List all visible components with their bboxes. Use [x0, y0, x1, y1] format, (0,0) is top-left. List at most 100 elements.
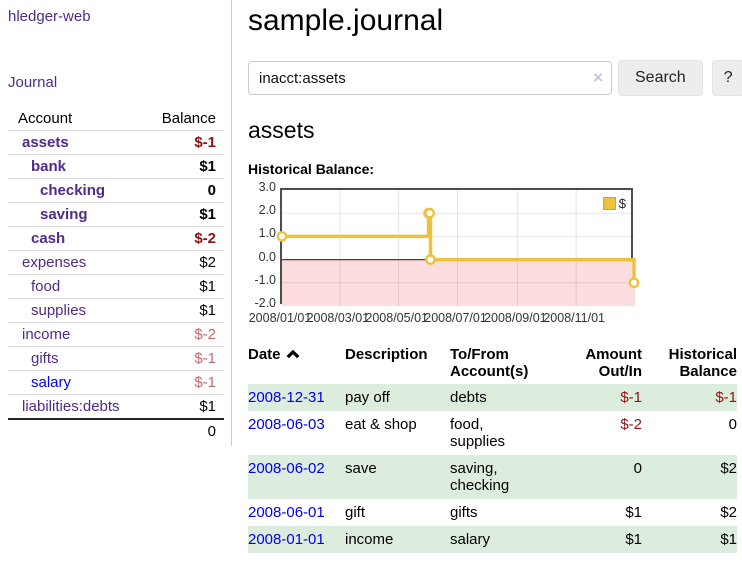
transaction-date-link[interactable]: 2008-06-02	[248, 460, 325, 477]
journal-link[interactable]: Journal	[8, 74, 58, 91]
register-balance-cell: $1	[642, 526, 737, 553]
register-accounts-cell: food, supplies	[450, 416, 506, 450]
register-row: 2008-06-01 gift gifts $1 $2	[248, 499, 737, 526]
account-name-cell: saving	[8, 202, 140, 227]
x-axis-tick-label: 2008/05/01	[365, 311, 428, 325]
chart-canvas	[276, 190, 640, 306]
x-axis-tick-label: 2008/01/01	[248, 311, 312, 325]
register-date-cell: 2008-12-31	[248, 384, 345, 411]
account-row: food $1	[8, 274, 224, 299]
register-amount-cell: $-2	[620, 416, 642, 433]
sort-ascending-icon	[286, 349, 300, 359]
register-row: 2008-06-03 eat & shop food, supplies $-2 0	[248, 411, 737, 455]
account-name-cell: gifts	[8, 346, 140, 371]
page-title: sample.journal	[248, 4, 444, 37]
account-row: salary $-1	[8, 370, 224, 395]
x-axis-tick-label: 2008/07/01	[424, 311, 487, 325]
account-link-gifts[interactable]: gifts	[31, 350, 59, 367]
account-balance: $-2	[139, 226, 224, 251]
register-amount-cell: $-1	[552, 384, 642, 411]
account-link-food[interactable]: food	[31, 278, 61, 295]
register-balance-cell: $2	[720, 504, 737, 521]
x-axis-tick-label: 2008/03/01	[306, 311, 370, 325]
account-name-cell: expenses	[8, 250, 140, 275]
register-header-row: Date Description To/From Account(s) Amou…	[248, 344, 737, 384]
register-row: 2008-01-01 income salary $1 $1	[248, 526, 737, 553]
register-accounts-cell: debts	[450, 384, 552, 411]
register-amount-cell: $1	[552, 526, 642, 553]
accounts-header-account: Account	[18, 110, 73, 127]
account-link-assets[interactable]: assets	[22, 134, 69, 151]
y-axis-tick-label: 1.0	[258, 226, 276, 241]
search-button[interactable]: Search	[618, 60, 703, 96]
register-balance-cell: 0	[728, 416, 737, 433]
register-header-amount: Amount Out/In	[585, 346, 642, 380]
account-link-checking[interactable]: checking	[40, 182, 106, 199]
app-layout: hledger-web Journal Account Balance asse…	[8, 0, 742, 553]
search-input[interactable]	[248, 61, 612, 95]
y-axis-tick-label: -2.0	[254, 296, 276, 310]
legend-label: $	[618, 196, 626, 211]
chart-title: Historical Balance:	[248, 161, 375, 177]
account-balance: $2	[139, 250, 224, 275]
account-row: saving $1	[8, 202, 224, 227]
account-balance: $1	[139, 298, 224, 323]
register-balance-cell: $2	[642, 455, 737, 499]
y-axis-tick-label: -1.0	[254, 272, 276, 287]
register-date-cell: 2008-01-01	[248, 526, 345, 553]
register-accounts-cell: gifts	[450, 504, 478, 521]
account-name-cell: checking	[8, 178, 140, 203]
account-balance: $1	[139, 274, 224, 299]
search-box: ×	[248, 61, 612, 95]
transaction-date-link[interactable]: 2008-06-01	[248, 504, 325, 521]
brand-link[interactable]: hledger-web	[8, 8, 91, 25]
account-link-expenses[interactable]: expenses	[22, 254, 87, 271]
y-axis-tick-label: 0.0	[258, 249, 276, 264]
register-header-description: Description	[345, 346, 428, 363]
account-name-cell: assets	[8, 130, 140, 155]
account-link-saving[interactable]: saving	[40, 206, 88, 223]
account-balance: $-1	[139, 130, 224, 155]
account-link-bank[interactable]: bank	[31, 158, 67, 175]
search-form: × Search ?	[248, 60, 742, 96]
register-description-cell: eat & shop	[345, 416, 417, 433]
account-balance: $1	[139, 394, 224, 419]
account-row: assets $-1	[8, 130, 224, 155]
register-balance-cell: $-1	[642, 384, 737, 411]
account-link-cash[interactable]: cash	[31, 230, 66, 247]
brand: hledger-web	[8, 8, 231, 26]
register-accounts-cell: salary	[450, 526, 552, 553]
account-link-salary[interactable]: salary	[31, 374, 72, 391]
account-balance: $1	[139, 154, 224, 179]
account-link-liabilities-debts[interactable]: liabilities:debts	[22, 398, 120, 415]
journal-nav: Journal	[8, 74, 231, 92]
transaction-date-link[interactable]: 2008-12-31	[248, 389, 325, 406]
account-name-cell: food	[8, 274, 140, 299]
historical-balance-chart: $ 3.0 2.0 1.0 0.0 -1.0 -2.0 2008/01/01 2008/03/…	[248, 180, 698, 330]
x-axis-tick-label: 2008/11/01	[543, 311, 605, 325]
account-row: income $-2	[8, 322, 224, 347]
register-header-date[interactable]: Date	[248, 344, 345, 384]
account-row: bank $1	[8, 154, 224, 179]
main-content: sample.journal × Search ? assets Histori…	[232, 0, 742, 553]
account-link-income[interactable]: income	[22, 326, 71, 343]
transaction-date-link[interactable]: 2008-06-03	[248, 416, 325, 433]
clear-search-icon[interactable]: ×	[593, 68, 603, 87]
help-button[interactable]: ?	[711, 60, 742, 96]
register-header-date-label: Date	[248, 346, 281, 363]
account-name-cell: bank	[8, 154, 140, 179]
account-name-cell: income	[8, 322, 140, 347]
accounts-total-value: 0	[139, 418, 224, 443]
transaction-date-link[interactable]: 2008-01-01	[248, 531, 325, 548]
register-amount-cell: $1	[625, 504, 642, 521]
register-header-accounts: To/From Account(s)	[450, 346, 529, 380]
account-balance: $1	[139, 202, 224, 227]
account-link-supplies[interactable]: supplies	[31, 302, 87, 319]
account-balance: $-2	[139, 322, 224, 347]
register-date-cell: 2008-06-02	[248, 455, 345, 499]
y-axis-tick-label: 3.0	[258, 180, 276, 194]
x-axis-tick-label: 2008/09/01	[484, 311, 547, 325]
chart-legend: $	[600, 196, 628, 211]
accounts-header-balance: Balance	[161, 110, 216, 127]
register-description-cell: gift	[345, 504, 366, 521]
